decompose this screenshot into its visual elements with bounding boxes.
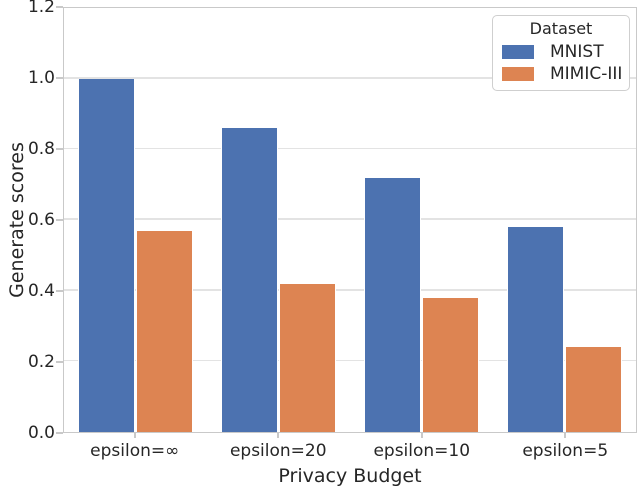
- legend-swatch-mimic-iii: [502, 67, 534, 81]
- gridline: [64, 218, 636, 220]
- x-tick-label: epsilon=20: [229, 441, 327, 461]
- legend-label-mnist: MNIST: [550, 42, 604, 62]
- x-tick-mark: [277, 433, 280, 438]
- x-tick-mark: [420, 433, 423, 438]
- bar-mimic-iii: [278, 283, 336, 432]
- y-tick-label: 0.4: [27, 281, 55, 301]
- gridline: [64, 359, 636, 362]
- legend-entry-mimic-iii: MIMIC-III: [493, 65, 629, 83]
- gridline: [64, 147, 636, 150]
- bar-mimic-iii: [421, 297, 479, 432]
- legend: Dataset MNIST MIMIC-III: [492, 15, 630, 91]
- gridline: [64, 289, 636, 291]
- x-tick-label: epsilon=5: [522, 441, 609, 461]
- x-tick-label: epsilon=∞: [90, 441, 180, 461]
- x-axis-label: Privacy Budget: [278, 465, 422, 487]
- bar-mnist: [507, 227, 565, 432]
- bar-mimic-iii: [135, 230, 193, 432]
- y-tick-mark: [56, 148, 63, 150]
- bar-mnist: [78, 78, 136, 432]
- y-tick-label: 1.2: [27, 0, 55, 17]
- y-tick-label: 0.8: [27, 139, 55, 159]
- y-tick-mark: [56, 77, 63, 79]
- x-tick-label: epsilon=10: [373, 441, 471, 461]
- y-tick-label: 0.0: [27, 423, 55, 443]
- y-tick-mark: [56, 432, 63, 434]
- bar-mnist: [364, 177, 422, 432]
- legend-swatch-mnist: [502, 45, 534, 59]
- y-tick-mark: [56, 290, 63, 292]
- x-tick-mark: [564, 433, 567, 438]
- legend-label-mimic-iii: MIMIC-III: [550, 64, 623, 84]
- bar-mnist: [221, 128, 279, 432]
- y-tick-label: 0.6: [27, 210, 55, 230]
- x-tick-mark: [133, 433, 136, 438]
- bar-mimic-iii: [564, 347, 622, 432]
- y-tick-mark: [56, 361, 63, 363]
- y-tick-mark: [56, 6, 63, 8]
- legend-entry-mnist: MNIST: [493, 43, 629, 61]
- gridline: [64, 77, 636, 79]
- y-tick-label: 0.2: [27, 352, 55, 372]
- y-tick-mark: [56, 219, 63, 221]
- legend-title: Dataset: [529, 19, 593, 38]
- y-tick-label: 1.0: [27, 68, 55, 88]
